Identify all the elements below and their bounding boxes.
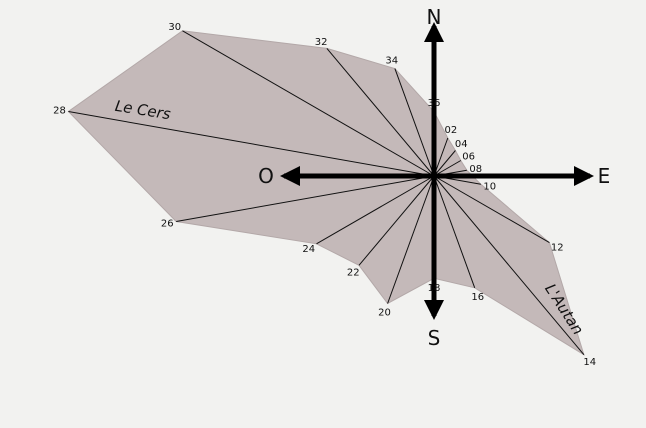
ray-26: [176, 175, 435, 222]
direction-label-10: 10: [483, 181, 496, 192]
ray-30: [182, 30, 435, 177]
direction-label-32: 32: [315, 37, 328, 48]
north-label: N: [427, 5, 442, 29]
direction-label-12: 12: [551, 243, 564, 254]
ray-04: [433, 150, 456, 177]
ray-20: [387, 175, 435, 304]
ray-06: [433, 160, 462, 177]
south-label: S: [428, 326, 441, 350]
direction-label-20: 20: [378, 307, 391, 318]
compass-axes: [280, 22, 594, 320]
ray-14: [433, 175, 585, 356]
direction-label-24: 24: [302, 244, 315, 255]
ray-16: [433, 175, 476, 288]
wind-frequency-polygon: [67, 30, 585, 356]
direction-label-04: 04: [455, 139, 468, 150]
ray-24: [316, 175, 435, 245]
direction-label-36: 36: [428, 98, 441, 109]
direction-label-18: 18: [428, 283, 441, 294]
direction-label-06: 06: [462, 152, 475, 163]
direction-label-14: 14: [583, 357, 596, 368]
ray-12: [433, 175, 550, 244]
east-label: E: [598, 164, 611, 188]
direction-label-22: 22: [347, 268, 360, 279]
direction-label-02: 02: [445, 125, 458, 136]
direction-label-30: 30: [168, 22, 181, 33]
direction-label-28: 28: [53, 106, 66, 117]
ray-28: [68, 111, 435, 177]
west-label: O: [258, 164, 274, 188]
direction-label-26: 26: [161, 219, 174, 230]
ray-34: [394, 68, 435, 177]
direction-label-34: 34: [385, 56, 398, 67]
direction-label-16: 16: [471, 292, 484, 303]
ray-32: [326, 48, 435, 177]
direction-label-08: 08: [469, 164, 482, 175]
ray-22: [358, 175, 435, 266]
